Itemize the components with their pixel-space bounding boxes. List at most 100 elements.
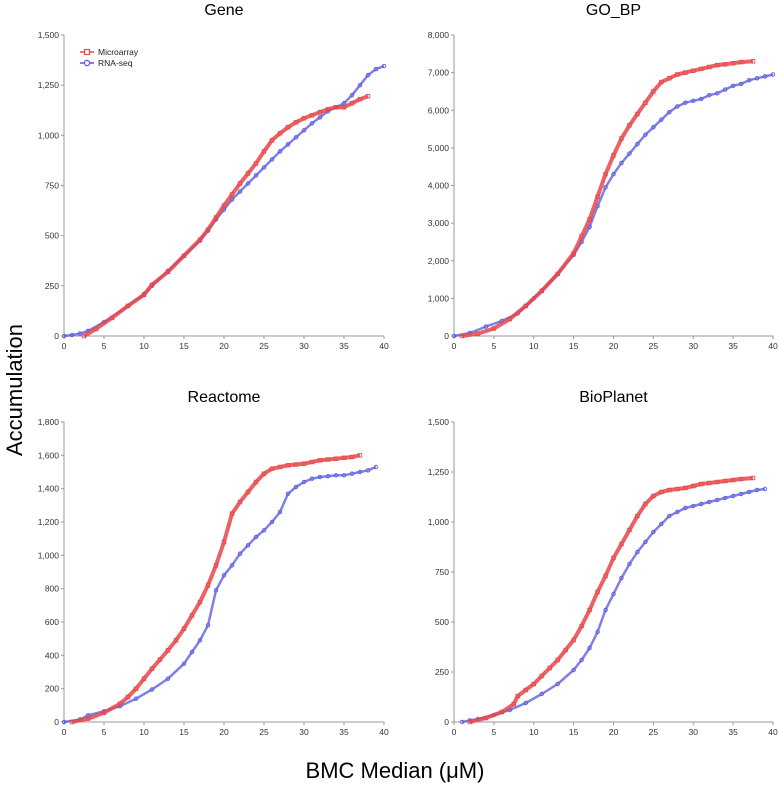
y-tick-label: 8,000: [428, 30, 450, 40]
data-point: [587, 645, 592, 651]
data-point: [579, 234, 584, 239]
data-point: [205, 583, 211, 588]
data-point: [261, 149, 267, 154]
data-point: [181, 661, 187, 666]
data-point: [683, 485, 688, 491]
x-tick-label: 20: [219, 727, 229, 737]
data-point: [595, 589, 600, 595]
data-point: [750, 475, 756, 481]
panel-reactome: Reactome02004006008001,0001,2001,4001,60…: [38, 389, 389, 737]
y-tick-label: 4,000: [428, 181, 450, 191]
y-tick-label: 500: [45, 231, 59, 241]
x-tick-label: 25: [649, 341, 659, 351]
data-point: [109, 315, 115, 321]
data-point: [643, 539, 648, 545]
x-tick-label: 15: [179, 727, 189, 737]
data-point: [221, 539, 227, 545]
data-point: [285, 142, 291, 147]
series-line: [71, 453, 361, 724]
x-tick-label: 5: [492, 341, 497, 351]
data-point: [643, 132, 648, 137]
data-point: [301, 461, 307, 466]
panel-go-bp: GO_BP 0 1,000 2,000 3,000 4,000 5,000 6,000 7,00…: [428, 2, 778, 351]
x-tick-label: 25: [649, 727, 659, 737]
data-point: [365, 468, 371, 473]
data-point: [699, 96, 704, 102]
data-point: [117, 701, 123, 706]
data-point: [714, 62, 720, 68]
data-point: [317, 110, 323, 115]
data-point: [459, 333, 465, 339]
legend-item-microarray: Microarray: [80, 47, 139, 57]
data-point: [619, 575, 624, 581]
data-point: [325, 107, 331, 112]
x-tick-label: 35: [728, 727, 738, 737]
data-point: [770, 72, 776, 77]
data-point: [619, 136, 624, 141]
data-point: [373, 464, 379, 470]
data-point: [722, 478, 728, 484]
data-point: [125, 303, 131, 309]
series-microarray: [81, 94, 371, 339]
data-point: [277, 509, 283, 515]
x-tick-label: 5: [492, 727, 497, 737]
data-point: [245, 171, 251, 176]
data-point: [754, 487, 760, 493]
series-rna-seq: [459, 486, 768, 725]
data-point: [325, 457, 331, 462]
data-point: [587, 217, 592, 222]
panel-title: BioPlanet: [579, 389, 648, 406]
data-point: [722, 87, 728, 92]
y-tick-label: 0: [444, 331, 449, 341]
series-rna-seq: [61, 464, 379, 725]
y-tick-label: 1,500: [38, 30, 60, 40]
y-tick-label: 7,000: [428, 68, 450, 78]
data-point: [651, 124, 656, 130]
data-point: [691, 503, 696, 509]
data-point: [603, 172, 608, 177]
y-tick-label: 6,000: [428, 105, 450, 115]
x-tick-label: 0: [452, 727, 457, 737]
data-point: [357, 453, 363, 458]
data-point: [157, 657, 163, 662]
data-point: [149, 666, 155, 671]
data-point: [317, 474, 323, 480]
data-point: [707, 480, 712, 486]
x-tick-label: 30: [689, 727, 699, 737]
data-point: [173, 638, 179, 643]
data-point: [349, 471, 355, 476]
data-point: [707, 92, 712, 98]
data-point: [762, 486, 768, 492]
y-tick-label: 1,250: [38, 80, 60, 90]
data-point: [635, 111, 640, 117]
data-point: [133, 686, 139, 691]
data-point: [245, 181, 251, 186]
data-point: [269, 466, 275, 471]
data-point: [627, 151, 632, 156]
data-point: [746, 77, 752, 83]
data-point: [333, 473, 339, 478]
x-tick-label: 30: [299, 341, 309, 351]
data-point: [675, 104, 680, 109]
data-point: [659, 117, 664, 122]
data-point: [611, 172, 616, 177]
data-point: [229, 192, 235, 197]
data-point: [309, 459, 315, 465]
data-point: [691, 483, 696, 489]
y-tick-label: 1,200: [38, 517, 60, 527]
data-point: [77, 331, 83, 336]
data-point: [293, 462, 299, 467]
data-point: [221, 203, 227, 208]
data-point: [149, 282, 155, 288]
data-point: [730, 493, 736, 499]
data-point: [189, 649, 195, 655]
y-tick-label: 1,600: [38, 450, 60, 460]
data-point: [253, 161, 259, 166]
y-tick-label: 5,000: [428, 143, 450, 153]
x-tick-label: 10: [139, 341, 149, 351]
x-tick-label: 15: [569, 727, 579, 737]
data-point: [475, 331, 481, 336]
series-line: [461, 487, 766, 724]
data-point: [691, 98, 696, 104]
data-point: [285, 463, 291, 468]
